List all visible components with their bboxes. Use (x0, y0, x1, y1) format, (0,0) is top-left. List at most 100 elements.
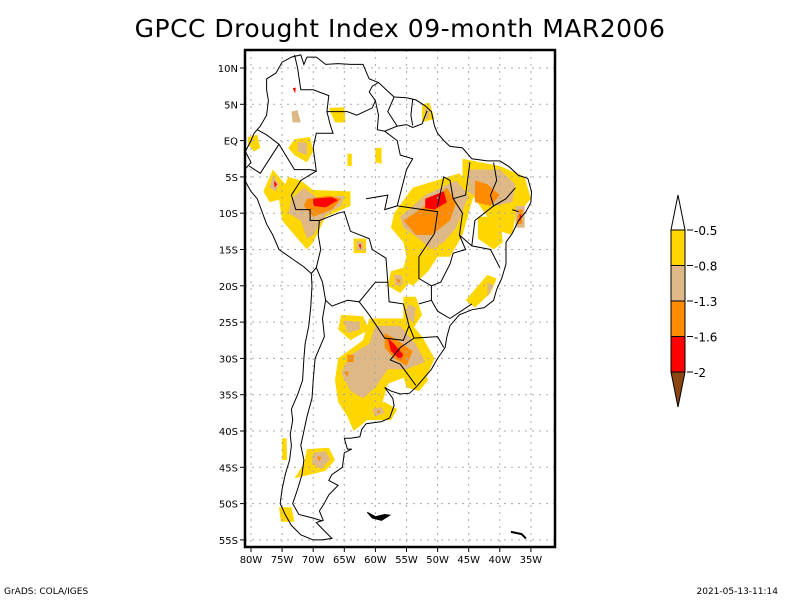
grads-credit: GrADS: COLA/IGES (4, 587, 89, 597)
lat-tick-label: EQ (224, 137, 238, 148)
gridlines (245, 50, 555, 547)
colorbar-box (670, 229, 686, 266)
south-america-coastline (244, 54, 533, 541)
country-border (290, 170, 322, 274)
country-border (387, 96, 398, 127)
country-border (319, 211, 417, 386)
lon-tick-label: 70W (302, 555, 325, 566)
state-border (430, 300, 451, 319)
lon-tick-label: 55W (395, 555, 418, 566)
lon-tick-label: 40W (488, 555, 511, 566)
lat-tick-label: 50S (219, 500, 238, 511)
drought-region-east-amazon (425, 191, 447, 210)
plot-frame (243, 48, 557, 549)
colorbar-top-triangle (670, 194, 686, 231)
drought-region-patagonia (312, 451, 330, 469)
drought-region-patagonia (316, 456, 322, 462)
drought-region-colombia-n (292, 87, 296, 94)
country-border (292, 300, 327, 522)
colorbar-label: -1.6 (694, 331, 717, 345)
lat-tick-label: 35S (219, 391, 238, 402)
state-border (471, 162, 498, 246)
timestamp: 2021-05-13-11:14 (696, 587, 779, 597)
map-title: GPCC Drought Index 09-month MAR2006 (134, 14, 666, 43)
lat-tick-label: 25S (219, 318, 238, 329)
drought-region-northeast (474, 180, 500, 206)
lon-tick-label: 45W (457, 555, 480, 566)
drought-region-chile-s2 (279, 507, 295, 522)
colorbar: -0.5 -0.8 -1.3 -1.6 -2 (670, 194, 717, 408)
colorbar-box (670, 300, 686, 337)
state-border (449, 303, 473, 319)
colorbar-label: -1.3 (694, 295, 717, 309)
country-border (358, 301, 410, 341)
drought-region-mato-grosso-s (396, 278, 401, 285)
drought-region-bolivia (358, 244, 362, 250)
lat-tick-label: 10S (219, 209, 238, 220)
state-border (437, 176, 464, 236)
lat-tick-label: 5S (225, 173, 238, 184)
state-border (453, 162, 471, 200)
drought-region-west-amazon (313, 197, 339, 208)
lat-tick-label: 45S (219, 463, 238, 474)
country-border (256, 54, 334, 172)
south-georgia-island (510, 530, 527, 540)
lat-tick-label: 55S (219, 536, 238, 547)
drought-region-bahia (478, 216, 503, 250)
drought-region-pampas (376, 410, 381, 414)
country-border (315, 267, 388, 307)
colorbar-label: -0.5 (694, 224, 717, 238)
country-border (410, 99, 414, 126)
lon-tick-label: 60W (364, 555, 387, 566)
state-border (459, 234, 501, 268)
lon-tick-label: 50W (426, 555, 449, 566)
colorbar-box (670, 265, 686, 302)
country-border (326, 82, 379, 116)
lat-tick-label: 30S (219, 354, 238, 365)
drought-region-venezuela (328, 107, 346, 123)
state-border (431, 234, 467, 287)
drought-regions (247, 87, 531, 522)
colorbar-label: -2 (694, 366, 706, 380)
drought-region-argentina-ne (387, 338, 404, 360)
lon-tick-label: 75W (271, 555, 294, 566)
drought-region-sao-paulo (487, 282, 494, 297)
lat-tick-label: 5N (224, 100, 238, 111)
drought-region-paraguay-n (344, 320, 360, 333)
lon-tick-label: 65W (333, 555, 356, 566)
state-border (413, 336, 445, 348)
drought-region-chile-s (282, 438, 288, 460)
lat-tick-label: 10N (218, 64, 238, 75)
colorbar-bottom-triangle (670, 371, 686, 408)
drought-region-guiana (425, 107, 430, 119)
drought-region-amazon-mid (375, 147, 382, 164)
state-border (366, 194, 398, 211)
colorbar-label: -0.8 (694, 260, 717, 274)
country-border (248, 143, 280, 174)
lat-tick-label: 15S (219, 246, 238, 257)
lon-tick-label: 35W (520, 555, 543, 566)
colorbar-box (670, 336, 686, 373)
axis-ticks: 80W 75W 70W 65W 60W 55W 50W 45W 40W 35W 10N 5N EQ 5S 1… (218, 64, 543, 566)
state-border (384, 130, 414, 207)
drought-region-rio-grande-sul (403, 369, 429, 392)
drought-region-parana (406, 303, 416, 323)
coastlines (244, 54, 533, 541)
lon-tick-label: 80W (240, 555, 263, 566)
state-border (512, 209, 519, 213)
plot-area (245, 50, 555, 547)
lat-tick-label: 20S (219, 282, 238, 293)
drought-region-argentina-ne (344, 371, 349, 378)
lat-tick-label: 40S (219, 427, 238, 438)
drought-region-amazon-mid2 (347, 153, 352, 166)
falkland-islands (366, 511, 392, 521)
drought-region-ecuador (247, 134, 261, 152)
drought-region-argentina-ne (341, 325, 426, 399)
drought-region-colombia-n (291, 110, 301, 123)
drought-region-colombia (297, 142, 307, 156)
state-border (493, 187, 516, 207)
drought-region-peru-north (274, 180, 278, 188)
drought-region-sao-paulo (465, 274, 497, 308)
state-border (397, 205, 439, 305)
